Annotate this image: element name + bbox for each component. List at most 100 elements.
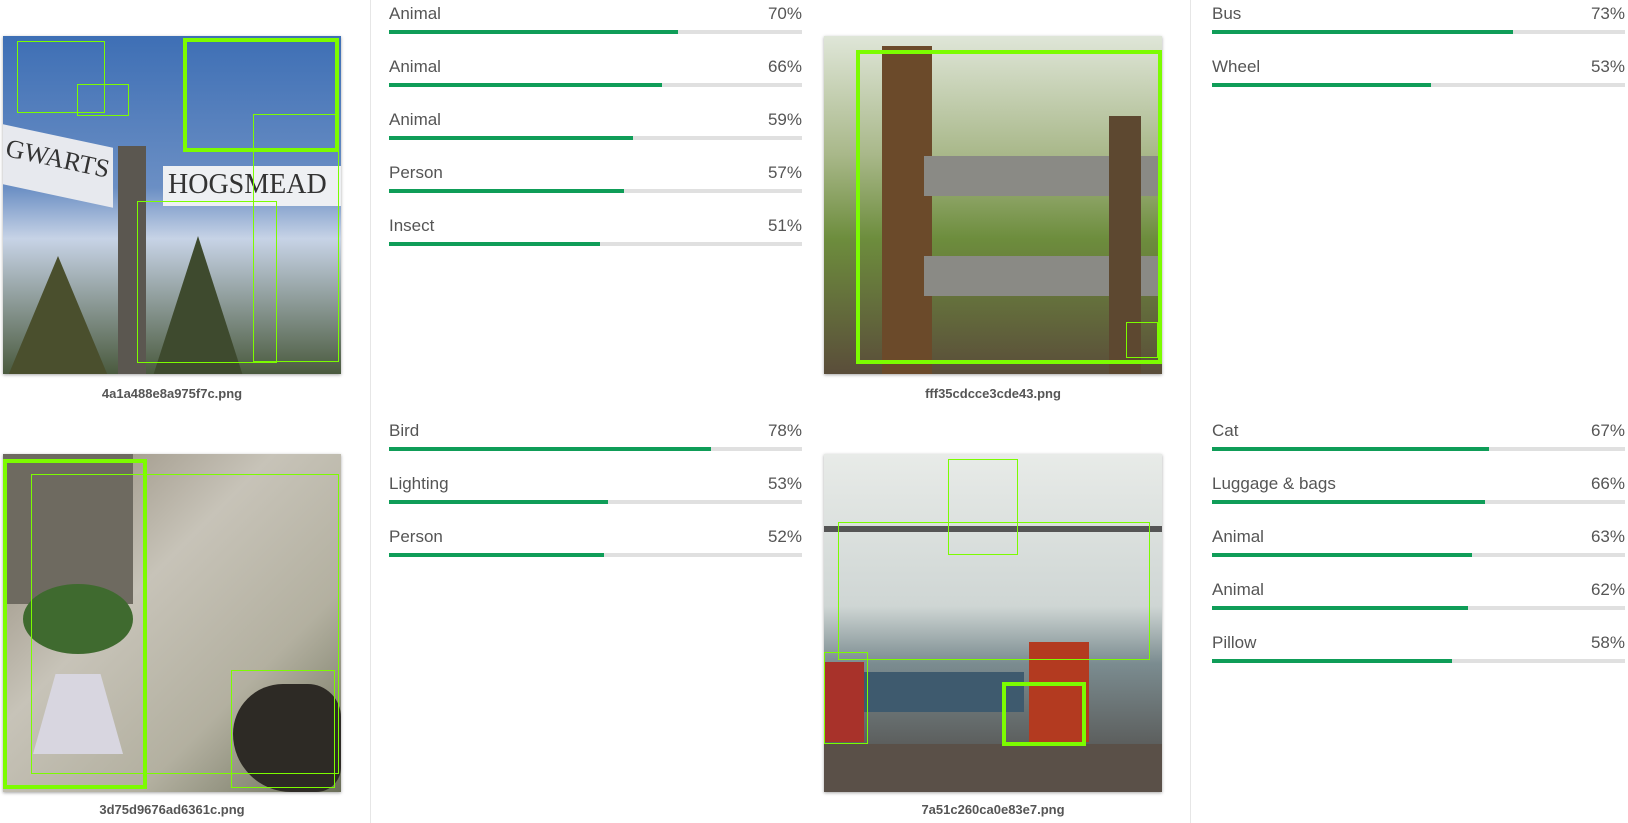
score-bar xyxy=(389,242,802,246)
label-row: Insect 51% xyxy=(389,212,802,265)
label-score: 70% xyxy=(767,4,802,23)
score-bar xyxy=(1212,553,1625,557)
result-card-3: 3d75d9676ad6361c.png Bird 78% Lighting 5… xyxy=(3,417,802,817)
bounding-box xyxy=(1002,682,1086,746)
label-score: 73% xyxy=(1590,4,1625,23)
score-bar xyxy=(1212,447,1625,451)
score-bar-fill xyxy=(1212,83,1431,87)
score-bar-fill xyxy=(389,83,662,87)
score-bar xyxy=(1212,30,1625,34)
label-score: 63% xyxy=(1590,527,1625,546)
bounding-box xyxy=(77,84,129,116)
column-divider-middle xyxy=(1190,0,1191,823)
score-bar-fill xyxy=(1212,30,1514,34)
label-name: Animal xyxy=(1212,527,1264,546)
label-score: 59% xyxy=(767,110,802,129)
locomotive xyxy=(1029,642,1089,742)
label-name: Lighting xyxy=(389,474,449,493)
label-name: Person xyxy=(389,163,443,182)
label-name: Luggage & bags xyxy=(1212,474,1336,493)
result-image-2[interactable] xyxy=(824,36,1162,374)
score-bar xyxy=(389,447,802,451)
result-card-1: GWARTS HOGSMEAD 4a1a488e8a975f7c.png Ani… xyxy=(3,0,802,401)
label-row: Animal 59% xyxy=(389,106,802,159)
score-bar xyxy=(389,553,802,557)
label-score: 57% xyxy=(767,163,802,182)
label-name: Wheel xyxy=(1212,57,1261,76)
label-score: 53% xyxy=(1590,57,1625,76)
label-name: Cat xyxy=(1212,421,1239,440)
bounding-box xyxy=(231,670,335,788)
score-bar xyxy=(1212,83,1625,87)
bounding-box xyxy=(838,522,1150,660)
plant xyxy=(23,584,133,654)
result-image-1[interactable]: GWARTS HOGSMEAD xyxy=(3,36,341,374)
label-score: 51% xyxy=(767,216,802,235)
lamp-post xyxy=(118,146,146,374)
label-name: Person xyxy=(389,527,443,546)
sign-text-right: HOGSMEAD xyxy=(168,169,327,200)
label-score: 66% xyxy=(767,57,802,76)
label-list: Cat 67% Luggage & bags 66% Animal 63% An… xyxy=(1212,417,1625,682)
train-carriages xyxy=(864,672,1024,712)
track xyxy=(824,744,1162,792)
label-row: Animal 63% xyxy=(1212,523,1625,576)
bounding-box xyxy=(183,38,339,152)
score-bar-fill xyxy=(1212,500,1485,504)
score-bar-fill xyxy=(389,447,712,451)
label-name: Animal xyxy=(389,110,441,129)
label-row: Person 52% xyxy=(389,523,802,576)
bounding-box xyxy=(948,459,1018,555)
score-bar-fill xyxy=(389,136,633,140)
score-bar-fill xyxy=(389,242,600,246)
label-name: Animal xyxy=(1212,580,1264,599)
label-row: Lighting 53% xyxy=(389,470,802,523)
score-bar xyxy=(389,189,802,193)
score-bar xyxy=(1212,500,1625,504)
score-bar-fill xyxy=(389,500,608,504)
label-row: Person 57% xyxy=(389,159,802,212)
column-divider-left xyxy=(370,0,371,823)
label-list: Animal 70% Animal 66% Animal 59% Person … xyxy=(389,0,802,265)
fence-post xyxy=(1109,116,1141,374)
bounding-box xyxy=(856,50,1162,364)
label-name: Bus xyxy=(1212,4,1242,23)
label-row: Animal 62% xyxy=(1212,576,1625,629)
bounding-box xyxy=(824,652,868,744)
label-score: 66% xyxy=(1590,474,1625,493)
score-bar xyxy=(389,500,802,504)
label-score: 67% xyxy=(1590,421,1625,440)
score-bar-fill xyxy=(389,189,625,193)
gantry xyxy=(824,526,1162,532)
score-bar xyxy=(389,30,802,34)
label-name: Insect xyxy=(389,216,435,235)
label-row: Animal 66% xyxy=(389,53,802,106)
score-bar-fill xyxy=(1212,447,1489,451)
label-score: 52% xyxy=(767,527,802,546)
score-bar xyxy=(1212,659,1625,663)
sign-board-right xyxy=(163,166,341,206)
label-name: Pillow xyxy=(1212,633,1257,652)
result-card-4: 7a51c260ca0e83e7.png Cat 67% Luggage & b… xyxy=(824,417,1625,817)
train-left xyxy=(824,662,864,742)
score-bar xyxy=(389,136,802,140)
label-row: Luggage & bags 66% xyxy=(1212,470,1625,523)
label-name: Animal xyxy=(389,4,441,23)
seal xyxy=(233,684,341,792)
result-image-4[interactable] xyxy=(824,454,1162,792)
result-card-2: fff35cdcce3cde43.png Bus 73% Wheel 53% xyxy=(824,0,1625,401)
label-row: Animal 70% xyxy=(389,0,802,53)
score-bar-fill xyxy=(389,30,679,34)
label-list: Bird 78% Lighting 53% Person 52% xyxy=(389,417,802,576)
label-row: Cat 67% xyxy=(1212,417,1625,470)
label-row: Pillow 58% xyxy=(1212,629,1625,682)
score-bar-fill xyxy=(1212,606,1469,610)
label-score: 62% xyxy=(1590,580,1625,599)
label-score: 78% xyxy=(767,421,802,440)
score-bar-fill xyxy=(1212,553,1473,557)
image-filename: 7a51c260ca0e83e7.png xyxy=(921,802,1065,817)
result-image-3[interactable] xyxy=(3,454,341,792)
label-row: Bus 73% xyxy=(1212,0,1625,53)
label-list: Bus 73% Wheel 53% xyxy=(1212,0,1625,106)
